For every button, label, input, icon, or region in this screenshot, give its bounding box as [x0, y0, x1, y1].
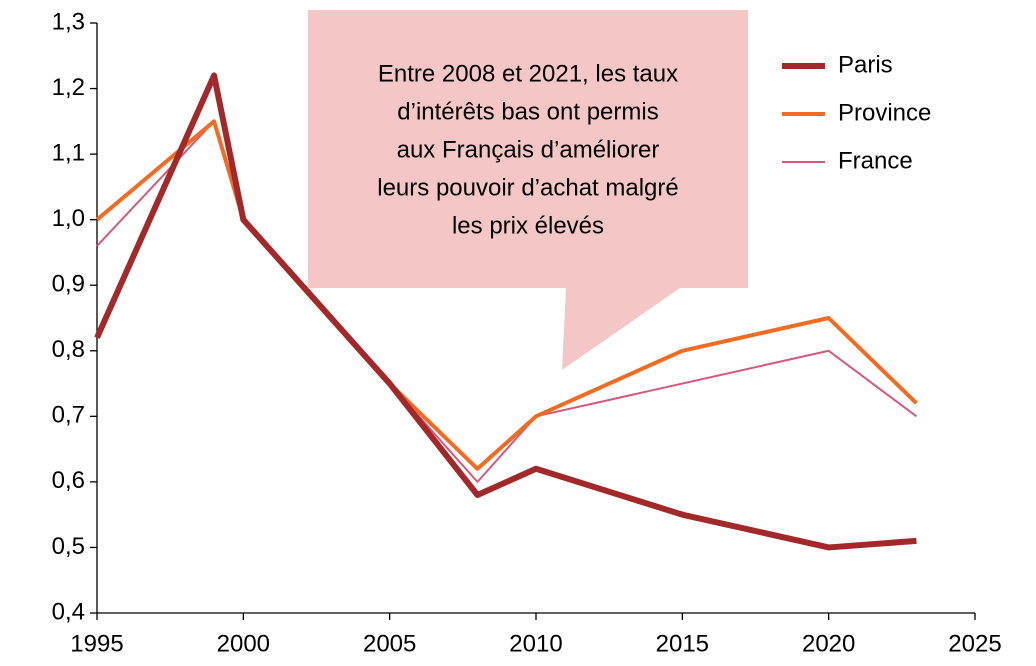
legend-label: France [838, 147, 913, 174]
annotation-text: d’intérêts bas ont permis [397, 98, 658, 125]
y-tick-label: 0,5 [52, 533, 85, 560]
x-tick-label: 2000 [217, 630, 270, 657]
x-tick-label: 2020 [802, 630, 855, 657]
x-tick-label: 2025 [948, 630, 1001, 657]
y-tick-label: 1,3 [52, 8, 85, 35]
annotation-text: aux Français d’améliorer [397, 136, 660, 163]
x-tick-label: 2010 [509, 630, 562, 657]
y-tick-label: 1,1 [52, 139, 85, 166]
legend-label: Province [838, 99, 931, 126]
y-tick-label: 0,8 [52, 336, 85, 363]
x-tick-label: 1995 [70, 630, 123, 657]
y-tick-label: 0,9 [52, 271, 85, 298]
y-tick-label: 1,0 [52, 205, 85, 232]
x-tick-label: 2005 [363, 630, 416, 657]
x-tick-label: 2015 [656, 630, 709, 657]
series-line [95, 119, 918, 471]
annotation-text: leurs pouvoir d’achat malgré [377, 174, 679, 201]
y-tick-label: 0,4 [52, 598, 85, 625]
annotation-text: Entre 2008 et 2021, les taux [378, 60, 678, 87]
y-tick-label: 1,2 [52, 74, 85, 101]
series-line [94, 72, 917, 551]
legend-label: Paris [838, 51, 893, 78]
callout [308, 10, 748, 370]
y-tick-label: 0,6 [52, 467, 85, 494]
y-tick-label: 0,7 [52, 402, 85, 429]
annotation-text: les prix élevés [452, 212, 604, 239]
